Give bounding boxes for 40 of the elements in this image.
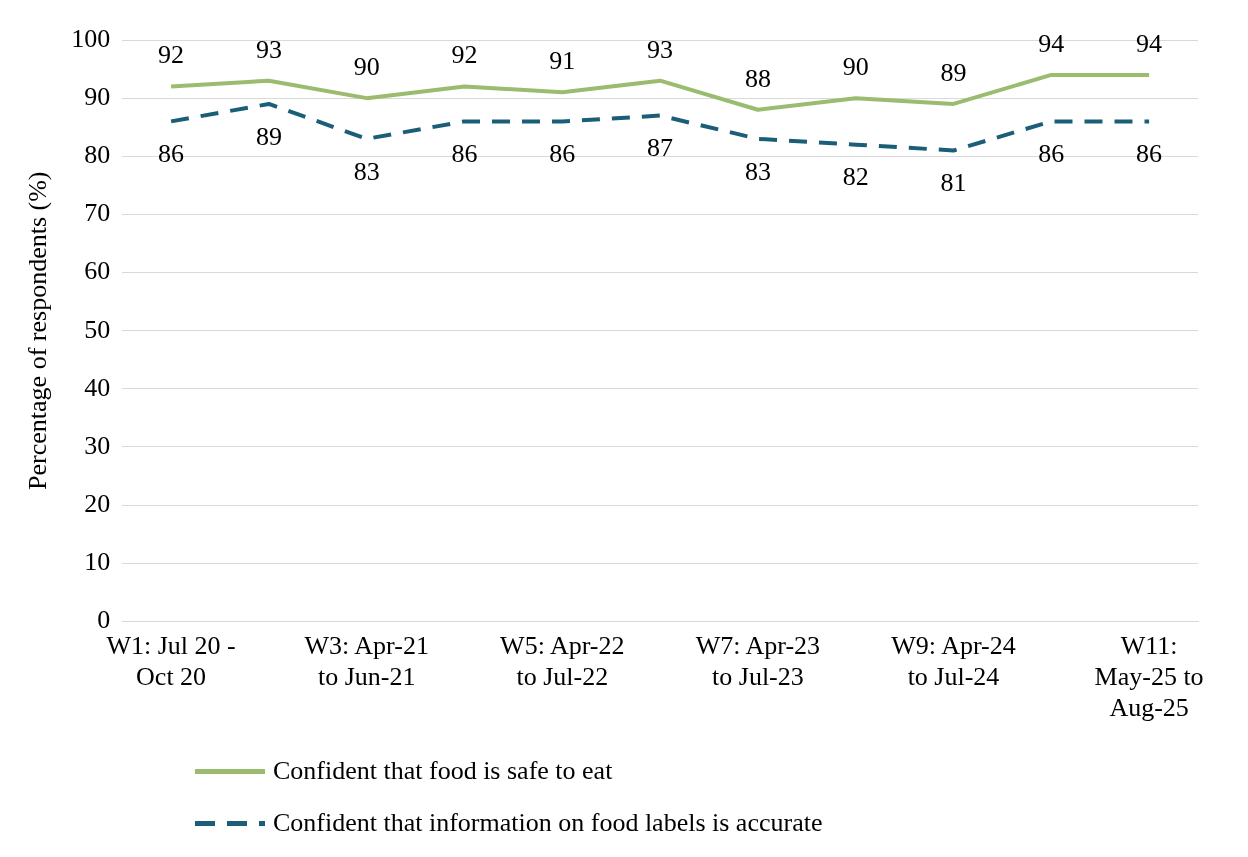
data-label: 93 — [255, 34, 282, 64]
legend-label: Confident that food is safe to eat — [273, 756, 613, 786]
data-label: 90 — [842, 51, 869, 81]
data-label: 86 — [1038, 139, 1065, 169]
data-label: 90 — [353, 51, 380, 81]
y-tick-label: 70 — [84, 198, 111, 228]
x-tick-label: W3: Apr-21 to Jun-21 — [304, 630, 429, 692]
data-label: 86 — [158, 139, 185, 169]
data-label: 92 — [158, 40, 185, 70]
y-axis-title: Percentage of respondents (%) — [23, 171, 53, 490]
data-label: 94 — [1136, 28, 1163, 58]
x-tick-label: W11: May-25 to Aug-25 — [1094, 630, 1204, 723]
y-tick-label: 90 — [84, 81, 111, 111]
y-tick-label: 50 — [84, 314, 111, 344]
y-tick-label: 60 — [84, 256, 111, 286]
data-label: 83 — [744, 156, 771, 186]
x-tick-label: W9: Apr-24 to Jul-24 — [891, 630, 1016, 692]
y-tick-label: 10 — [84, 547, 111, 577]
y-tick-label: 100 — [71, 23, 111, 53]
y-tick-label: 40 — [84, 372, 111, 402]
x-tick-label: W5: Apr-22 to Jul-22 — [500, 630, 625, 692]
data-label: 86 — [549, 139, 576, 169]
y-tick-label: 20 — [84, 488, 111, 518]
data-label: 88 — [744, 63, 771, 93]
x-tick-label: W7: Apr-23 to Jul-23 — [695, 630, 821, 692]
data-label: 82 — [842, 162, 869, 192]
data-label: 93 — [647, 34, 674, 64]
y-tick-label: 30 — [84, 430, 111, 460]
legend-label: Confident that information on food labels is accurate — [273, 808, 823, 838]
data-label: 89 — [255, 121, 282, 151]
data-label: 83 — [353, 156, 380, 186]
data-label: 86 — [451, 139, 478, 169]
data-label: 89 — [940, 57, 967, 87]
data-label: 86 — [1136, 139, 1163, 169]
data-label: 91 — [549, 46, 576, 76]
data-label: 87 — [647, 133, 674, 163]
data-label: 92 — [451, 40, 478, 70]
y-tick-label: 80 — [84, 140, 111, 170]
data-label: 94 — [1038, 28, 1065, 58]
data-label: 81 — [940, 168, 967, 198]
